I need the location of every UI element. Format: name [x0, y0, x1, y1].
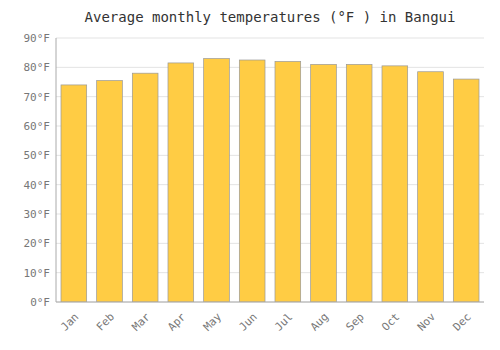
x-tick-label: Jun [236, 310, 259, 333]
y-tick-label: 40°F [24, 179, 51, 192]
x-tick-label: Mar [129, 310, 153, 334]
bar [346, 64, 372, 302]
grid-line [56, 38, 484, 39]
x-tick-label: Oct [379, 310, 402, 333]
x-tick-label: Aug [308, 310, 331, 333]
x-tick-label: May [201, 310, 225, 334]
x-tick-label: Apr [165, 310, 189, 334]
x-axis: Jan Feb Mar Apr May Jun Jul Aug Sep Oct Nov Dec [58, 310, 474, 334]
y-tick-label: 70°F [24, 91, 51, 104]
x-tick-label: Jul [272, 310, 295, 333]
grid-line [56, 67, 484, 68]
bar [275, 61, 301, 302]
grid-line [56, 302, 484, 303]
x-tick-label: Sep [343, 310, 366, 333]
bar [418, 72, 444, 302]
x-axis-line [56, 302, 484, 303]
y-tick-label: 10°F [24, 267, 51, 280]
x-tick-label: Nov [415, 310, 439, 334]
bar [311, 64, 337, 302]
bar [382, 66, 408, 302]
chart-svg: Average monthly temperatures (°F ) in Ba… [0, 0, 500, 350]
x-tick-label: Jan [58, 310, 81, 333]
bar [453, 79, 479, 302]
x-tick-label: Feb [94, 310, 117, 333]
y-tick-label: 20°F [24, 237, 51, 250]
bar [204, 59, 230, 302]
bar [239, 60, 265, 302]
bars [61, 59, 479, 302]
y-tick-label: 50°F [24, 149, 51, 162]
chart-title: Average monthly temperatures (°F ) in Ba… [85, 9, 456, 25]
x-tick-label: Dec [450, 310, 473, 333]
y-tick-label: 60°F [24, 120, 51, 133]
y-tick-label: 0°F [30, 296, 50, 309]
grid [56, 38, 484, 302]
y-axis-line [56, 38, 57, 302]
bar [97, 81, 123, 302]
chart-container: Average monthly temperatures (°F ) in Ba… [0, 0, 500, 350]
bar [168, 63, 194, 302]
y-axis: 0°F 10°F 20°F 30°F 40°F 50°F 60°F 70°F 80°F 90°F [24, 32, 51, 309]
y-tick-label: 90°F [24, 32, 51, 45]
y-tick-label: 30°F [24, 208, 51, 221]
bar [61, 85, 87, 302]
bar [132, 73, 158, 302]
y-tick-label: 80°F [24, 61, 51, 74]
